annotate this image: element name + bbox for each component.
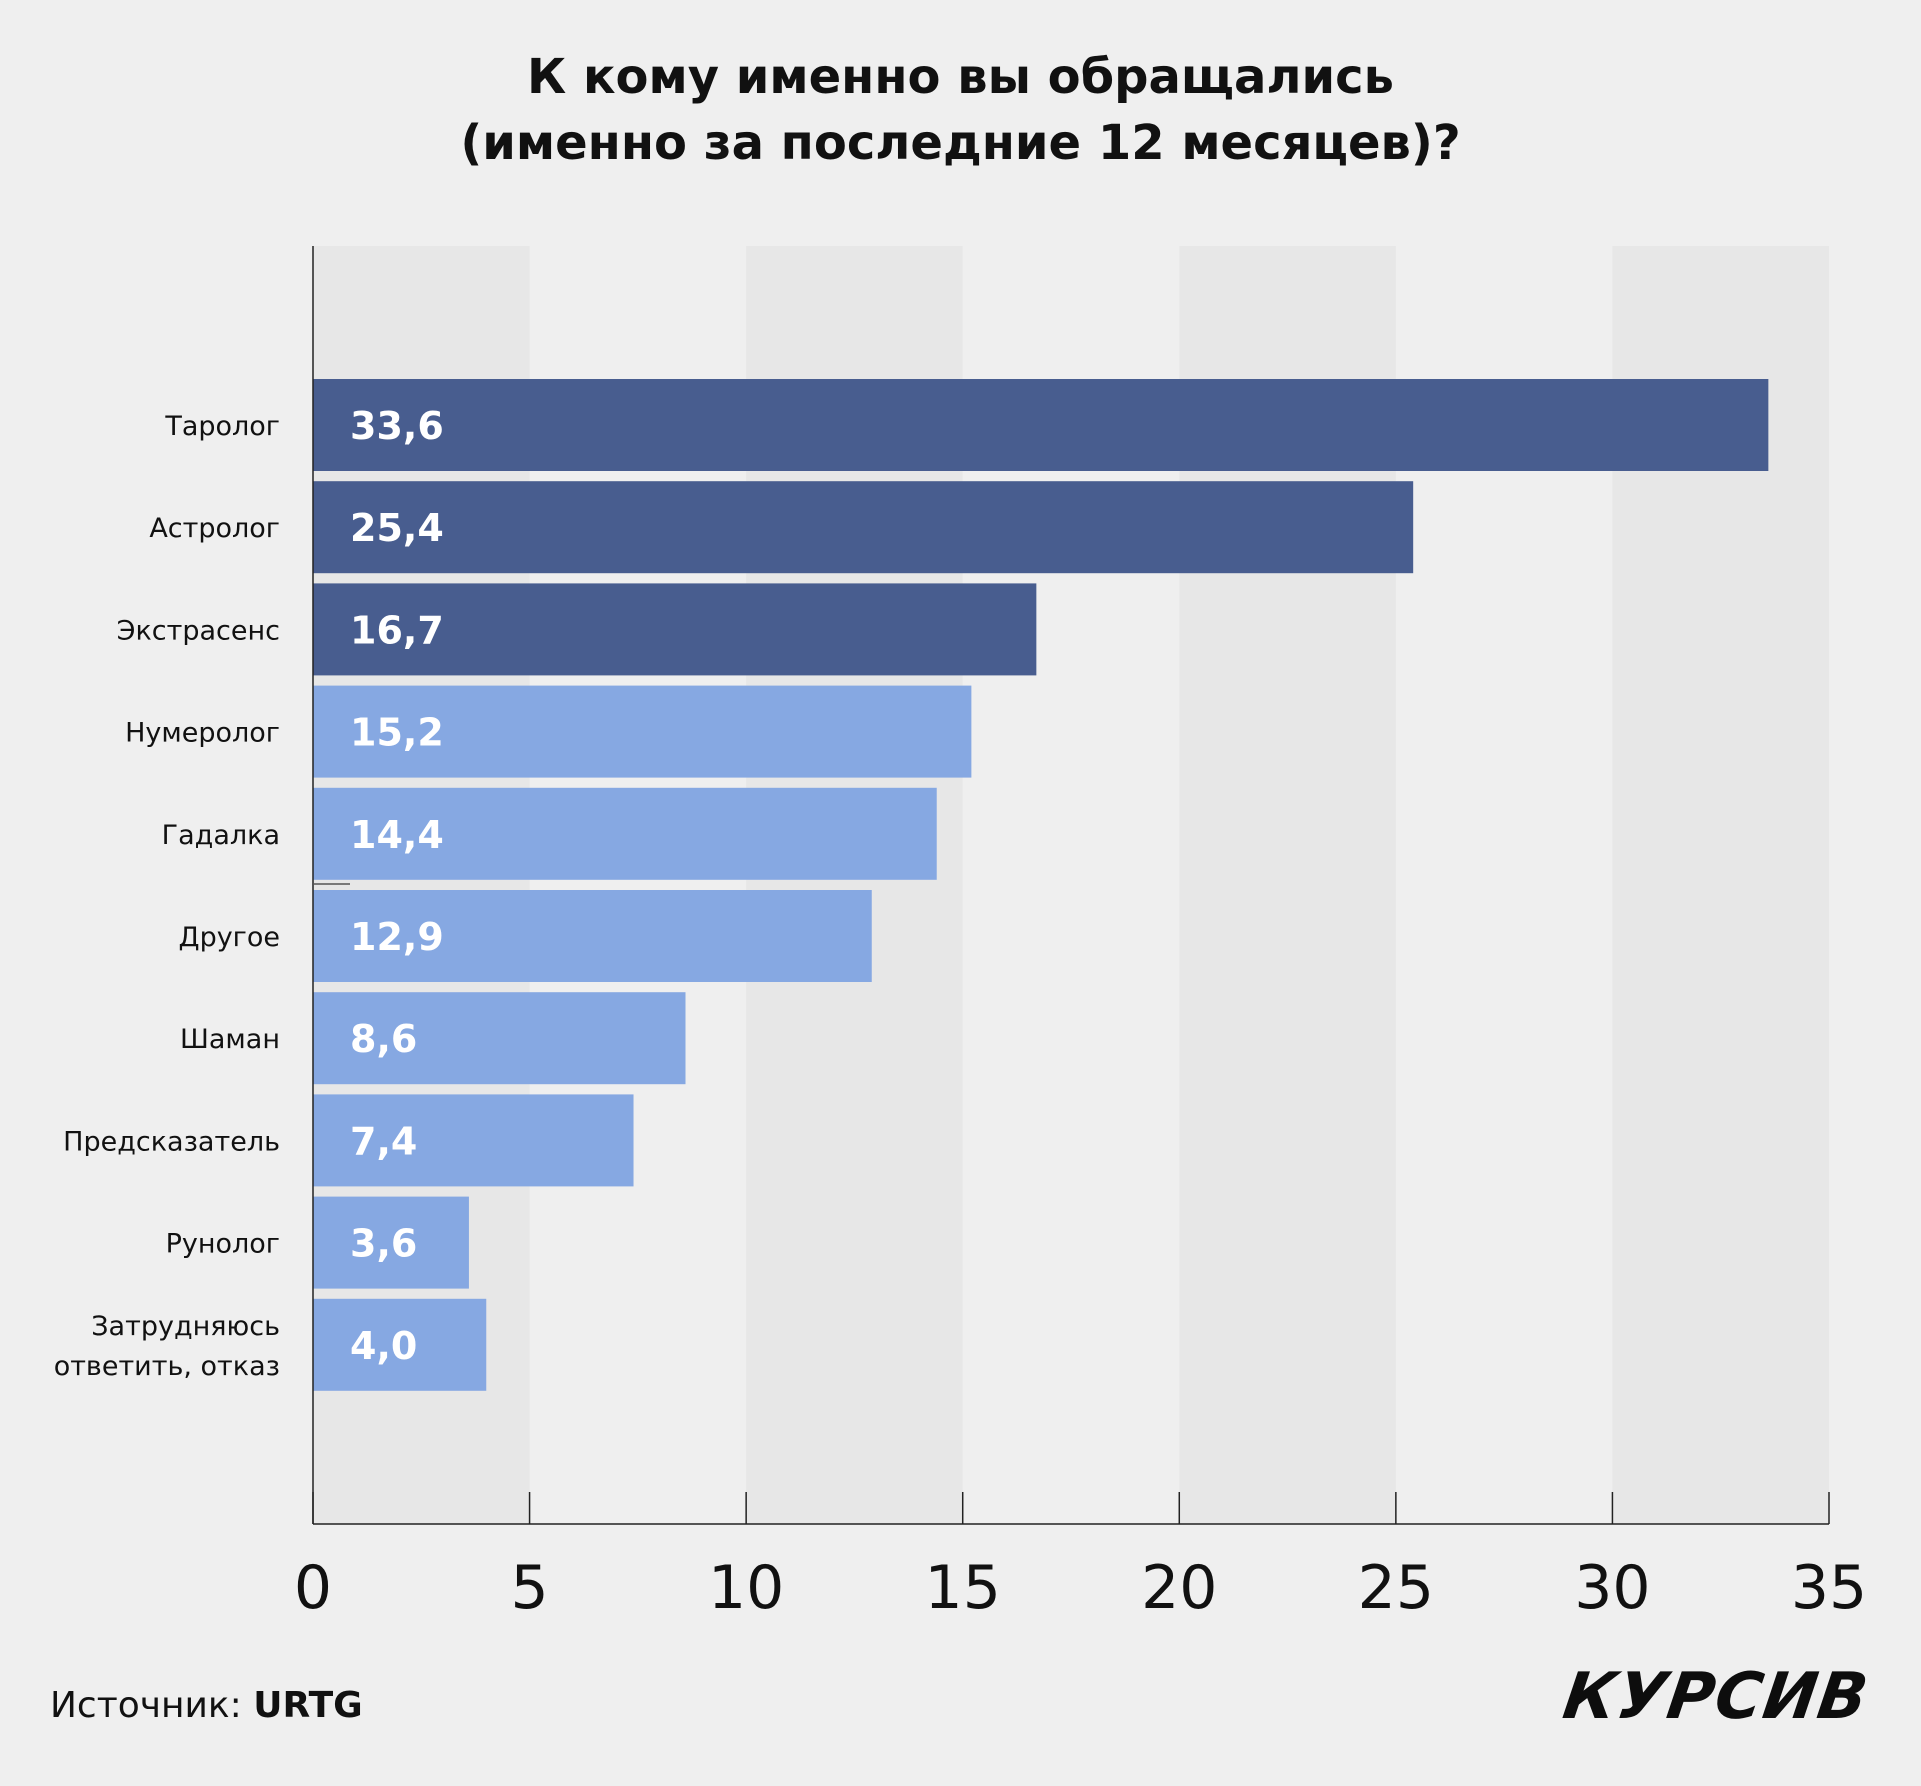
- bar: [313, 685, 972, 778]
- category-label: Таролог: [164, 411, 280, 442]
- bar-value-label: 25,4: [350, 506, 444, 550]
- category-label: Нумеролог: [125, 718, 280, 749]
- bar: [313, 1298, 487, 1391]
- category-label: Экстрасенс: [117, 615, 280, 646]
- bar: [313, 1094, 634, 1187]
- bar-value-label: 4,0: [350, 1324, 417, 1368]
- axes: [312, 246, 1829, 1525]
- bar-value-labels: 33,6 25,4 16,7 15,2 14,4 12,9 8,6 7,4 3,6 4,0: [350, 404, 444, 1368]
- bar: [313, 583, 1037, 676]
- bar: [313, 481, 1414, 574]
- source-label: Источник:: [50, 1685, 242, 1726]
- x-tick-label: 20: [1141, 1553, 1217, 1623]
- bars: [313, 379, 1769, 1391]
- bar: [313, 890, 872, 982]
- bar-value-label: 15,2: [350, 711, 444, 755]
- bar: [313, 1196, 469, 1289]
- x-tick-label: 10: [708, 1553, 784, 1623]
- category-label: Рунолог: [166, 1229, 280, 1260]
- x-tick-label: 5: [510, 1553, 548, 1623]
- x-axis-ticks: 0 5 10 15 20 25 30 35: [294, 1492, 1867, 1623]
- category-label: Затрудняюсь: [91, 1311, 280, 1342]
- source-value: URTG: [253, 1685, 363, 1726]
- category-labels: Таролог Астролог Экстрасенс Нумеролог Гадалк…: [54, 411, 280, 1382]
- bar-value-label: 12,9: [350, 915, 444, 959]
- chart-title-line-1: К кому именно вы обращались: [527, 49, 1394, 105]
- bar-value-label: 7,4: [350, 1119, 417, 1163]
- x-tick-label: 30: [1574, 1553, 1650, 1623]
- category-label: ответить, отказ: [54, 1351, 280, 1382]
- category-label: Другое: [178, 922, 280, 953]
- brand-logo: КУРСИВ: [1558, 1660, 1874, 1734]
- bar: [313, 379, 1769, 471]
- category-label: Гадалка: [162, 820, 280, 851]
- x-tick-label: 25: [1358, 1553, 1434, 1623]
- bar-value-label: 16,7: [350, 608, 444, 652]
- chart-title: К кому именно вы обращались (именно за п…: [0, 44, 1921, 176]
- x-tick-label: 15: [925, 1553, 1001, 1623]
- bar: [313, 992, 686, 1085]
- source-note: Источник: URTG: [50, 1685, 363, 1726]
- chart-title-line-2: (именно за последние 12 месяцев)?: [460, 115, 1461, 171]
- category-label: Предсказатель: [63, 1126, 280, 1157]
- bar-value-label: 8,6: [350, 1017, 417, 1061]
- bar: [313, 787, 937, 880]
- bar-value-label: 14,4: [350, 813, 444, 857]
- category-label: Шаман: [180, 1024, 280, 1055]
- x-tick-label: 0: [294, 1553, 332, 1623]
- bar-value-label: 33,6: [350, 404, 444, 448]
- x-tick-label: 35: [1791, 1553, 1867, 1623]
- category-label: Астролог: [149, 513, 280, 544]
- bar-value-label: 3,6: [350, 1222, 417, 1266]
